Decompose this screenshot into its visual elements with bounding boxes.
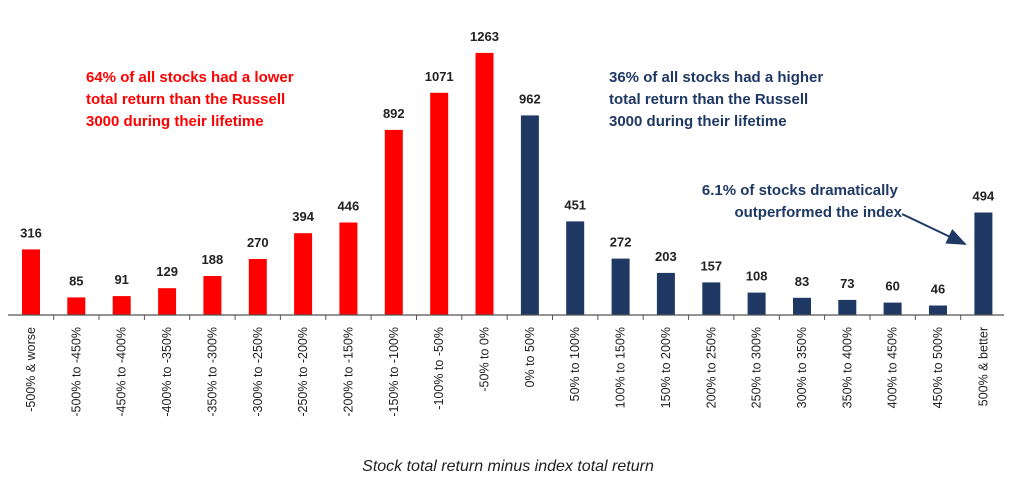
bar xyxy=(611,258,630,315)
x-tick-label: 0% to 50% xyxy=(523,327,537,387)
data-label: 73 xyxy=(840,276,854,291)
x-tick-label: 350% to 400% xyxy=(840,327,854,408)
bar xyxy=(974,212,993,315)
x-tick-label: -300% to -250% xyxy=(251,327,265,417)
data-label: 83 xyxy=(795,274,809,289)
data-label: 1071 xyxy=(425,69,454,84)
x-tick-label: 450% to 500% xyxy=(931,327,945,408)
bar xyxy=(566,221,585,315)
bar xyxy=(430,92,449,315)
x-tick-label: -200% to -150% xyxy=(341,327,355,417)
data-label: 91 xyxy=(114,272,128,287)
bar xyxy=(112,296,131,315)
x-tick-label: 150% to 200% xyxy=(659,327,673,408)
annotation-arrow xyxy=(901,213,967,245)
data-label: 203 xyxy=(655,249,677,264)
data-label: 46 xyxy=(931,282,945,297)
x-axis-title: Stock total return minus index total ret… xyxy=(362,458,654,475)
x-tick-label: -350% to -300% xyxy=(205,327,219,417)
data-label: 494 xyxy=(973,189,995,204)
data-label: 446 xyxy=(338,199,360,214)
bar xyxy=(384,129,403,315)
x-tick-label: -150% to -100% xyxy=(387,327,401,417)
bar xyxy=(294,233,313,315)
data-label: 108 xyxy=(746,269,768,284)
data-label: 451 xyxy=(564,197,586,212)
bar xyxy=(747,292,766,315)
x-tick-label: 300% to 350% xyxy=(795,327,809,408)
bar xyxy=(838,299,857,315)
annotation-lower: 64% of all stocks had a lower total retu… xyxy=(86,69,298,130)
x-tick-label: -500% & worse xyxy=(24,327,38,412)
data-label: 270 xyxy=(247,235,269,250)
bar xyxy=(793,297,811,315)
bar xyxy=(520,115,539,316)
bar xyxy=(702,282,721,315)
x-tick-label: -450% to -400% xyxy=(115,327,129,417)
x-tick-label: 400% to 450% xyxy=(886,327,900,408)
data-label: 272 xyxy=(610,235,632,250)
x-tick-label: 50% to 100% xyxy=(568,327,582,401)
data-label: 188 xyxy=(202,252,224,267)
x-tick-label: -400% to -350% xyxy=(160,327,174,417)
annotation-outperformed: 6.1% of stocks dramatically outperformed… xyxy=(702,182,903,221)
bar xyxy=(248,259,267,315)
data-label: 60 xyxy=(885,279,899,294)
x-tick-label: 100% to 150% xyxy=(614,327,628,408)
data-label: 962 xyxy=(519,91,541,106)
x-tick-label: 500% & better xyxy=(976,327,990,406)
data-label: 316 xyxy=(20,225,42,240)
annotation-higher: 36% of all stocks had a higher total ret… xyxy=(609,69,827,130)
x-tick-label: 200% to 250% xyxy=(704,327,718,408)
x-tick-label: -500% to -450% xyxy=(69,327,83,417)
bar xyxy=(656,272,675,315)
data-label: 394 xyxy=(292,209,314,224)
bar xyxy=(158,288,177,315)
bar xyxy=(67,297,86,315)
bar xyxy=(883,302,902,315)
x-tick-label: -250% to -200% xyxy=(296,327,310,417)
data-label: 1263 xyxy=(470,29,499,44)
x-tick-label: -100% to -50% xyxy=(432,327,446,410)
x-tick-label: 250% to 300% xyxy=(750,327,764,408)
bar xyxy=(475,52,494,316)
data-label: 129 xyxy=(156,264,178,279)
bar xyxy=(22,249,40,315)
bar xyxy=(339,222,358,315)
data-label: 85 xyxy=(69,273,83,288)
data-label: 892 xyxy=(383,106,405,121)
bar xyxy=(929,305,947,315)
bar xyxy=(203,276,222,315)
data-label: 157 xyxy=(700,258,722,273)
x-tick-label: -50% to 0% xyxy=(478,327,492,392)
